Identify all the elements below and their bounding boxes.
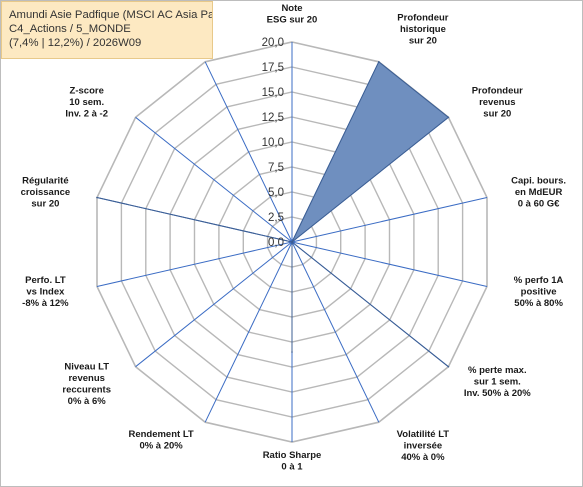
axis-label-line: croissance [21,187,71,198]
axis-label-9: Rendement LT0% à 20% [128,429,193,452]
axis-label-line: sur 20 [31,198,59,209]
axis-label-line: 0 à 60 G€ [518,198,560,209]
axis-label-line: revenus [68,373,104,384]
axis-label-line: ESG sur 20 [267,15,318,26]
spoke-4 [291,197,488,243]
radar-tick-labels: 0,0 2,5 5,0 7,5 10,0 12,5 15,0 17,5 20,0 [262,37,284,249]
axis-label-line: 0% à 6% [68,396,107,407]
data-point-8 [291,351,293,353]
axis-label-line: Volatilité LT [397,429,450,440]
axis-label-line: Z-score [70,85,104,96]
axis-label-6: % perte max.sur 1 sem.Inv. 50% à 20% [464,365,531,399]
tick-label: 0,0 [268,237,284,249]
axis-label-line: 40% à 0% [401,452,445,463]
tick-label: 2,5 [268,212,284,224]
axis-label-line: Rendement LT [128,429,193,440]
spoke-11 [96,241,293,287]
radar-series [96,61,450,368]
axis-label-line: Profondeur [472,85,523,96]
spoke-9 [204,241,293,423]
axis-label-line: Perfo. LT [25,275,66,286]
axis-label-line: sur 1 sem. [474,377,521,388]
chart-title-box: Amundi Asie Padfique (MSCI AC Asia Paci … [1,1,213,59]
axis-label-line: % perte max. [468,365,527,376]
axis-label-line: 50% à 80% [514,298,563,309]
axis-label-line: 10 sem. [69,97,104,108]
axis-label-line: 0 à 1 [281,462,303,473]
axis-label-line: Inv. 2 à -2 [65,108,108,119]
data-point-3 [447,116,450,119]
tick-label: 15,0 [262,87,284,99]
chart-title-line-1: Amundi Asie Padfique (MSCI AC Asia Paci [9,9,212,21]
axis-label-line: % perfo 1A [514,275,564,286]
axis-label-line: Note [281,3,302,14]
axis-label-line: Ratio Sharpe [263,450,322,461]
data-point-14 [291,241,293,243]
axis-label-line: Régularité [22,175,68,186]
axis-label-line: revenus [479,97,515,108]
spoke-10 [135,241,293,368]
chart-title-line-2: C4_Actions / 5_MONDE [9,23,131,35]
tick-label: 17,5 [262,62,284,74]
spoke-7 [291,241,380,423]
tick-label: 20,0 [262,37,284,49]
spoke-13 [135,116,293,243]
tick-label: 7,5 [268,162,284,174]
axis-label-line: inversée [404,440,443,451]
tick-label: 5,0 [268,187,284,199]
data-point-2 [378,61,380,63]
axis-label-line: Niveau LT [64,362,109,373]
tick-label: 12,5 [262,112,284,124]
series-area-1 [96,61,449,368]
chart-title-line-3: (7,4% | 12,2%) / 2026W09 [9,37,142,49]
axis-label-line: sur 20 [483,108,511,119]
axis-label-line: -8% à 12% [22,298,69,309]
axis-label-line: 0% à 20% [139,440,183,451]
axis-label-line: en MdEUR [515,187,563,198]
axis-label-line: sur 20 [409,36,437,47]
axis-label-line: Profondeur [397,13,448,24]
data-point-12 [96,196,98,199]
tick-label: 10,0 [262,137,284,149]
spoke-14 [204,61,293,243]
axis-label-line: Capi. bours. [511,175,566,186]
axis-label-line: reccurents [62,385,111,396]
axis-label-line: historique [400,24,446,35]
axis-label-line: Inv. 50% à 20% [464,388,531,399]
axis-label-line: vs Index [26,287,65,298]
spoke-5 [291,241,488,287]
data-point-6 [447,365,450,368]
axis-label-line: positive [521,287,557,298]
